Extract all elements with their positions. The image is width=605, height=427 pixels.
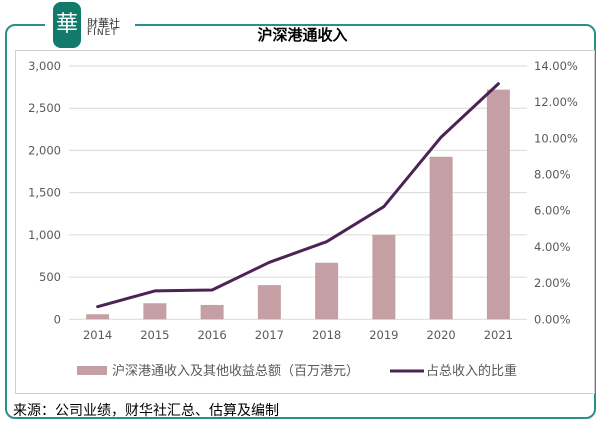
y-left-tick-label: 1,500 xyxy=(28,186,61,200)
finet-logo: 華 財華社 FINET xyxy=(45,2,135,50)
ratio-line xyxy=(96,82,500,309)
x-tick-label: 2020 xyxy=(426,328,455,342)
y-left-tick-label: 1,000 xyxy=(28,228,61,242)
y-left-tick-label: 0 xyxy=(54,312,61,326)
bar-2018 xyxy=(315,262,339,320)
outer-frame xyxy=(5,24,596,419)
y-right-tick-label: 14.00% xyxy=(534,59,578,73)
y-right-tick-label: 6.00% xyxy=(534,204,571,218)
y-right-tick-label: 8.00% xyxy=(534,168,571,182)
logo-mark: 華 xyxy=(53,2,81,48)
legend-bar-swatch xyxy=(77,366,107,375)
x-tick-label: 2016 xyxy=(197,328,226,342)
y-right-tick-label: 10.00% xyxy=(534,131,578,145)
x-tick-label: 2014 xyxy=(83,328,112,342)
y-left-tick-label: 2,500 xyxy=(28,101,61,115)
bar-2015 xyxy=(143,303,167,320)
legend-line-label: 占总收入的比重 xyxy=(426,363,517,379)
y-left-tick-label: 2,000 xyxy=(28,143,61,157)
bar-2017 xyxy=(257,285,281,320)
bar-2020 xyxy=(429,156,453,320)
y-left-tick-label: 3,000 xyxy=(28,59,61,73)
bar-2016 xyxy=(200,304,224,320)
bar-2021 xyxy=(486,89,510,320)
bar-2014 xyxy=(86,314,110,320)
logo-cn: 財華社 xyxy=(87,17,120,30)
y-right-tick-label: 4.00% xyxy=(534,240,571,254)
logo-en: FINET xyxy=(87,28,118,38)
legend-bar-label: 沪深港通收入及其他收益总额（百万港元） xyxy=(112,363,359,379)
x-tick-label: 2018 xyxy=(312,328,341,342)
chart-title: 沪深港通收入 xyxy=(257,26,348,44)
x-tick-label: 2015 xyxy=(140,328,169,342)
y-right-tick-label: 12.00% xyxy=(534,95,578,109)
x-tick-label: 2021 xyxy=(484,328,513,342)
x-tick-label: 2017 xyxy=(255,328,284,342)
y-left-tick-label: 500 xyxy=(39,270,61,284)
y-right-tick-label: 0.00% xyxy=(534,312,571,326)
bar-2019 xyxy=(372,234,396,320)
y-right-tick-label: 2.00% xyxy=(534,276,571,290)
x-tick-label: 2019 xyxy=(369,328,398,342)
source-note: 来源：公司业绩，财华社汇总、估算及编制 xyxy=(13,403,279,419)
